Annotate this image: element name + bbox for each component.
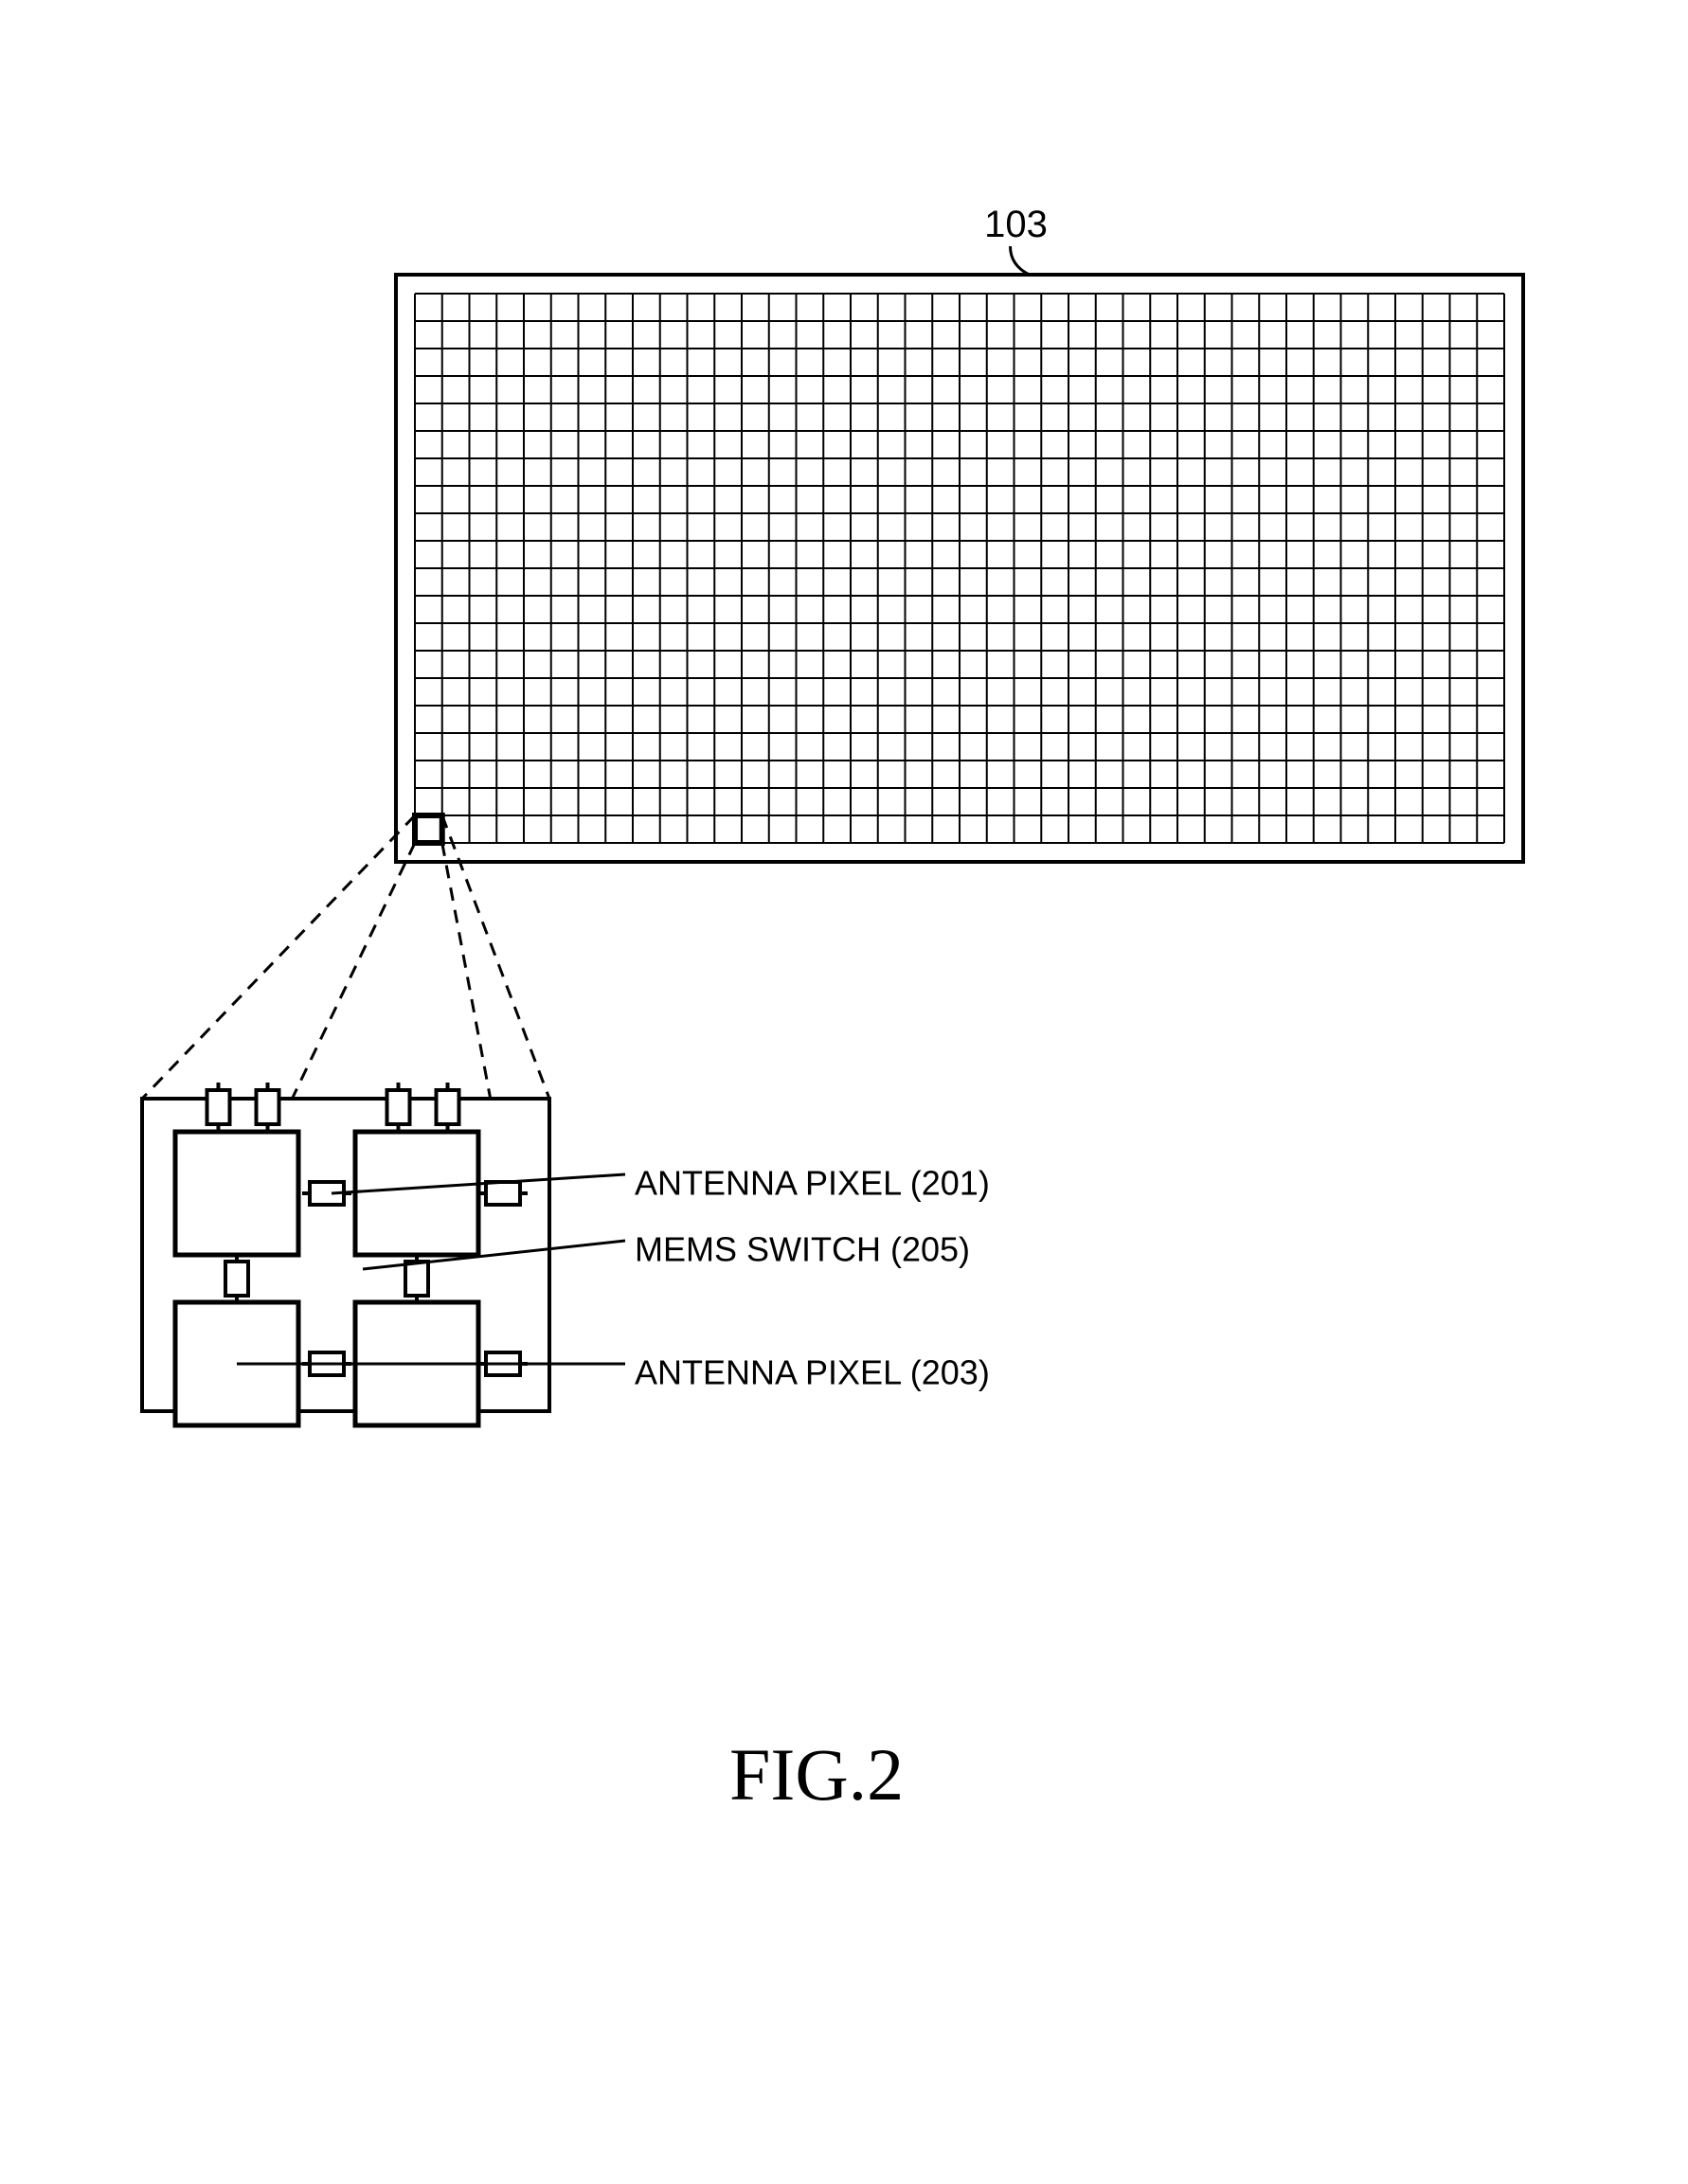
antenna-grid bbox=[415, 294, 1504, 843]
antenna-pixel-top-right bbox=[355, 1132, 478, 1255]
mems-switch bbox=[405, 1262, 428, 1296]
callout-label: MEMS SWITCH (205) bbox=[635, 1230, 970, 1269]
figure-caption: FIG.2 bbox=[729, 1733, 904, 1816]
mems-switch bbox=[257, 1090, 279, 1124]
mems-switch bbox=[486, 1182, 520, 1205]
mems-switch bbox=[225, 1262, 248, 1296]
mems-switch bbox=[207, 1090, 230, 1124]
callout-label: ANTENNA PIXEL (203) bbox=[635, 1353, 990, 1392]
ref-label-103: 103 bbox=[984, 204, 1048, 245]
mems-switch bbox=[437, 1090, 459, 1124]
callout-label: ANTENNA PIXEL (201) bbox=[635, 1164, 990, 1203]
mems-switch bbox=[387, 1090, 410, 1124]
antenna-pixel-201 bbox=[175, 1132, 298, 1255]
